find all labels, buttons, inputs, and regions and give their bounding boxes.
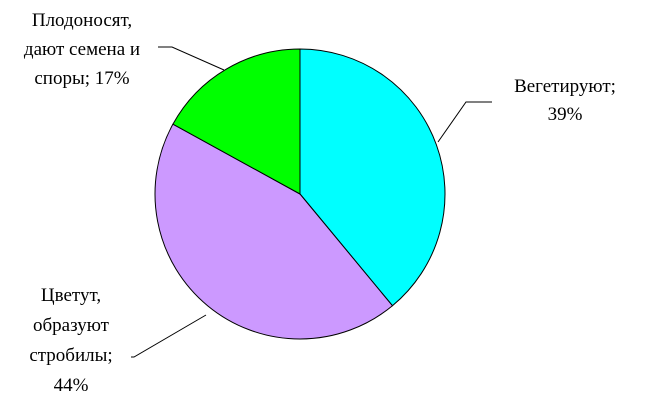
slice-label-line: Вегетируют; — [514, 76, 616, 97]
leader-line — [437, 101, 492, 143]
pie-slice — [172, 48, 301, 195]
slice-labels: Вегетируют; 39% Цветут, образуют стробилы; 44… — [24, 10, 616, 396]
slice-label-line: Плодоносят, — [32, 10, 132, 31]
slice-label-line: 44% — [54, 375, 89, 396]
slice-label: Цветут, образуют стробилы; 44% — [29, 285, 112, 396]
slice-label-line: споры; 17% — [34, 68, 129, 89]
leader-line — [131, 314, 207, 358]
pie-slices — [154, 48, 446, 340]
pie-slice — [299, 48, 446, 307]
leader-lines — [131, 46, 492, 358]
slice-label-line: 39% — [548, 104, 583, 125]
slice-label-line: стробилы; — [29, 345, 112, 366]
slice-label: Вегетируют; 39% — [514, 76, 616, 125]
slice-label-line: дают семена и — [24, 39, 140, 60]
pie-slice — [154, 123, 394, 340]
slice-label: Плодоносят, дают семена и споры; 17% — [24, 10, 140, 89]
leader-line — [158, 46, 225, 71]
slice-label-line: Цветут, — [41, 285, 101, 306]
slice-label-line: образуют — [33, 315, 110, 336]
